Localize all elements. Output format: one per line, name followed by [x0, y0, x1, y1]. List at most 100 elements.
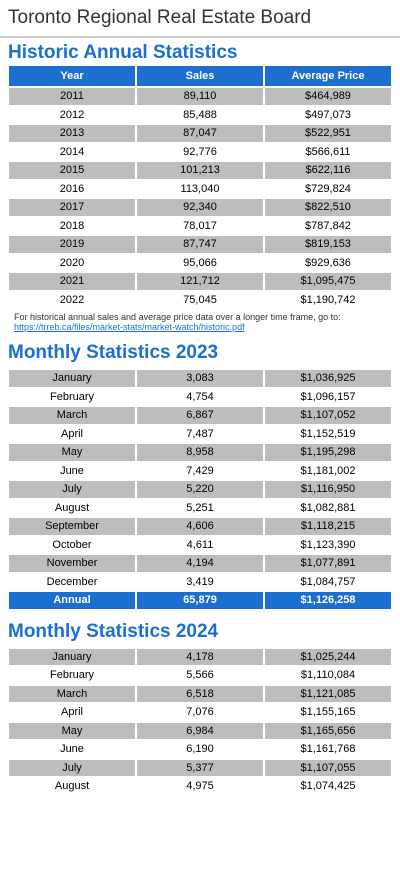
historic-link[interactable]: https://trreb.ca/files/market-stats/mark… — [14, 322, 245, 332]
table-row: 2020 95,066 $929,636 — [9, 254, 391, 271]
col-year: Year — [9, 66, 135, 86]
table-row: January 4,178 $1,025,244 — [9, 648, 391, 665]
table-cell: $819,153 — [265, 236, 391, 253]
table-cell: March — [9, 685, 135, 702]
table-cell: 85,488 — [137, 106, 263, 123]
table-cell: 6,518 — [137, 685, 263, 702]
table-row: 2015 101,213 $622,116 — [9, 162, 391, 179]
table-cell: February — [9, 388, 135, 405]
table-row: January 3,083 $1,036,925 — [9, 370, 391, 387]
table-cell: 2014 — [9, 143, 135, 160]
table-cell: $787,842 — [265, 217, 391, 234]
table-cell: 6,984 — [137, 722, 263, 739]
table-row: 2017 92,340 $822,510 — [9, 199, 391, 216]
table-cell: 95,066 — [137, 254, 263, 271]
table-cell: 2021 — [9, 273, 135, 290]
table-cell: 6,867 — [137, 407, 263, 424]
table-cell: $1,095,475 — [265, 273, 391, 290]
table-cell: April — [9, 704, 135, 721]
monthly-2023-title: Monthly Statistics 2023 — [8, 342, 219, 363]
table-cell: 75,045 — [137, 291, 263, 308]
table-cell: $1,110,084 — [265, 667, 391, 684]
table-row: April 7,076 $1,155,165 — [9, 704, 391, 721]
table-cell: 8,958 — [137, 444, 263, 461]
table-cell: February — [9, 667, 135, 684]
table-cell: 5,566 — [137, 667, 263, 684]
historic-table: Year Sales Average Price 2011 89,110 $464,… — [7, 64, 393, 310]
table-row: 2022 75,045 $1,190,742 — [9, 291, 391, 308]
table-cell: 2020 — [9, 254, 135, 271]
table-cell: 2019 — [9, 236, 135, 253]
table-cell: March — [9, 407, 135, 424]
table-cell: 3,419 — [137, 573, 263, 590]
table-cell: $1,107,052 — [265, 407, 391, 424]
table-cell: 92,776 — [137, 143, 263, 160]
table-cell: 2013 — [9, 125, 135, 142]
monthly-2024-title: Monthly Statistics 2024 — [8, 620, 219, 642]
table-row: May 8,958 $1,195,298 — [9, 444, 391, 461]
table-cell: $1,123,390 — [265, 536, 391, 553]
table-cell: $522,951 — [265, 125, 391, 142]
table-cell: 2018 — [9, 217, 135, 234]
table-cell: $464,989 — [265, 88, 391, 105]
historic-header-row: Year Sales Average Price — [9, 66, 391, 86]
table-cell: 121,712 — [137, 273, 263, 290]
table-cell: 2017 — [9, 199, 135, 216]
annual-row: Annual 65,879 $1,126,258 — [9, 592, 391, 609]
table-cell: 4,611 — [137, 536, 263, 553]
historic-title: Historic Annual Statistics — [8, 42, 238, 63]
table-row: August 5,251 $1,082,881 — [9, 499, 391, 516]
table-cell: 89,110 — [137, 88, 263, 105]
table-cell: April — [9, 425, 135, 442]
monthly-2023-table: January 3,083 $1,036,925 February 4,754 $1,09… — [7, 368, 393, 611]
table-cell: 7,487 — [137, 425, 263, 442]
table-cell: $1,096,157 — [265, 388, 391, 405]
table-cell: 7,429 — [137, 462, 263, 479]
table-cell: January — [9, 370, 135, 387]
table-row: June 7,429 $1,181,002 — [9, 462, 391, 479]
table-row: February 4,754 $1,096,157 — [9, 388, 391, 405]
board-title: Toronto Regional Real Estate Board — [8, 7, 312, 28]
table-cell: 6,190 — [137, 741, 263, 758]
table-cell: December — [9, 573, 135, 590]
historic-note: For historical annual sales and average … — [0, 310, 400, 332]
table-cell: 5,377 — [137, 759, 263, 776]
table-cell: 5,220 — [137, 481, 263, 498]
table-cell: $1,107,055 — [265, 759, 391, 776]
historic-body: 2011 89,110 $464,989 2012 85,488 $497,073 2013… — [9, 88, 391, 308]
table-row: 2019 87,747 $819,153 — [9, 236, 391, 253]
table-row: 2016 113,040 $729,824 — [9, 180, 391, 197]
table-cell: $1,084,757 — [265, 573, 391, 590]
annual-cell: $1,126,258 — [265, 592, 391, 609]
col-sales: Sales — [137, 66, 263, 86]
table-cell: August — [9, 499, 135, 516]
table-cell: $1,025,244 — [265, 648, 391, 665]
table-row: July 5,377 $1,107,055 — [9, 759, 391, 776]
table-row: June 6,190 $1,161,768 — [9, 741, 391, 758]
table-cell: January — [9, 648, 135, 665]
table-cell: 5,251 — [137, 499, 263, 516]
table-row: 2021 121,712 $1,095,475 — [9, 273, 391, 290]
table-cell: 4,754 — [137, 388, 263, 405]
table-cell: $1,190,742 — [265, 291, 391, 308]
table-row: September 4,606 $1,118,215 — [9, 518, 391, 535]
table-cell: $622,116 — [265, 162, 391, 179]
table-cell: 4,194 — [137, 555, 263, 572]
table-cell: $1,077,891 — [265, 555, 391, 572]
table-cell: $729,824 — [265, 180, 391, 197]
table-row: May 6,984 $1,165,656 — [9, 722, 391, 739]
table-cell: 87,047 — [137, 125, 263, 142]
table-row: 2013 87,047 $522,951 — [9, 125, 391, 142]
table-cell: $822,510 — [265, 199, 391, 216]
table-cell: $566,611 — [265, 143, 391, 160]
table-row: November 4,194 $1,077,891 — [9, 555, 391, 572]
table-cell: 2011 — [9, 88, 135, 105]
page-header: Toronto Regional Real Estate Board — [0, 0, 400, 38]
table-cell: $1,121,085 — [265, 685, 391, 702]
monthly-2024-body: January 4,178 $1,025,244 February 5,566 $1,11… — [9, 648, 391, 795]
table-cell: $1,161,768 — [265, 741, 391, 758]
table-cell: November — [9, 555, 135, 572]
table-row: July 5,220 $1,116,950 — [9, 481, 391, 498]
table-row: March 6,518 $1,121,085 — [9, 685, 391, 702]
table-cell: May — [9, 722, 135, 739]
